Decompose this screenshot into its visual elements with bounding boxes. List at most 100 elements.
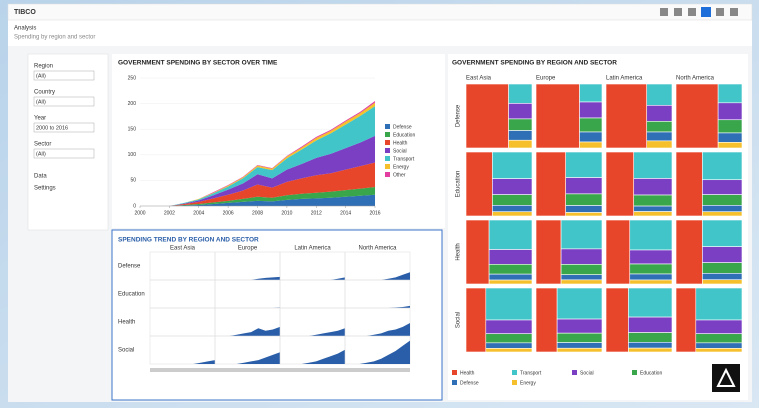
tool-icon[interactable] — [730, 8, 738, 16]
tool-icon[interactable] — [688, 8, 696, 16]
treemap-cell[interactable] — [702, 180, 742, 195]
treemap-cell[interactable] — [536, 288, 557, 352]
treemap-cell[interactable] — [486, 343, 532, 348]
treemap-cell[interactable] — [492, 195, 532, 206]
treemap-cell[interactable] — [630, 274, 672, 280]
treemap-cell[interactable] — [566, 152, 602, 178]
treemap-cell[interactable] — [566, 213, 602, 216]
treemap-cell[interactable] — [509, 119, 532, 131]
tool-icon[interactable] — [674, 8, 682, 16]
treemap-cell[interactable] — [647, 105, 672, 121]
treemap-cell[interactable] — [557, 288, 602, 319]
treemap-cell[interactable] — [580, 118, 602, 132]
treemap-cell[interactable] — [702, 212, 742, 216]
treemap-cell[interactable] — [580, 102, 602, 118]
treemap-cell[interactable] — [606, 84, 647, 148]
treemap-cell[interactable] — [628, 348, 672, 352]
treemap-cell[interactable] — [489, 274, 532, 280]
treemap-cell[interactable] — [696, 348, 742, 352]
treemap-cell[interactable] — [647, 84, 672, 105]
treemap-cell[interactable] — [702, 263, 742, 274]
treemap-cell[interactable] — [466, 220, 489, 284]
treemap-cell[interactable] — [536, 84, 580, 148]
treemap-cell[interactable] — [696, 320, 742, 334]
treemap-cell[interactable] — [557, 348, 602, 352]
tool-icon[interactable] — [660, 8, 668, 16]
treemap-cell[interactable] — [718, 142, 742, 148]
treemap-cell[interactable] — [486, 334, 532, 343]
treemap-cell[interactable] — [509, 84, 532, 103]
treemap-cell[interactable] — [628, 317, 672, 333]
treemap-cell[interactable] — [634, 206, 672, 212]
treemap-cell[interactable] — [536, 220, 561, 284]
treemap-cell[interactable] — [606, 288, 628, 352]
treemap-cell[interactable] — [634, 178, 672, 195]
treemap-cell[interactable] — [676, 288, 696, 352]
treemap-cell[interactable] — [718, 103, 742, 120]
treemap-cell[interactable] — [492, 212, 532, 216]
treemap-cell[interactable] — [561, 275, 602, 280]
treemap-cell[interactable] — [702, 195, 742, 206]
treemap-cell[interactable] — [580, 84, 602, 102]
treemap-cell[interactable] — [509, 131, 532, 141]
treemap-cell[interactable] — [676, 84, 718, 148]
treemap-cell[interactable] — [561, 249, 602, 264]
treemap-cell[interactable] — [486, 348, 532, 352]
treemap-cell[interactable] — [561, 264, 602, 274]
treemap-cell[interactable] — [606, 220, 630, 284]
treemap-cell[interactable] — [466, 288, 486, 352]
treemap-cell[interactable] — [580, 142, 602, 148]
treemap-cell[interactable] — [557, 333, 602, 342]
treemap-cell[interactable] — [557, 343, 602, 349]
treemap-cell[interactable] — [466, 84, 509, 148]
treemap-cell[interactable] — [509, 140, 532, 148]
treemap-cell[interactable] — [676, 220, 702, 284]
treemap-cell[interactable] — [634, 195, 672, 206]
treemap-cell[interactable] — [634, 152, 672, 178]
treemap-cell[interactable] — [489, 250, 532, 265]
treemap-cell[interactable] — [630, 250, 672, 264]
treemap-cell[interactable] — [696, 334, 742, 343]
treemap-cell[interactable] — [676, 152, 702, 216]
treemap-cell[interactable] — [628, 333, 672, 343]
treemap-cell[interactable] — [647, 141, 672, 148]
treemap-cell[interactable] — [509, 103, 532, 119]
treemap-cell[interactable] — [536, 152, 566, 216]
treemap-cell[interactable] — [718, 133, 742, 142]
treemap-cell[interactable] — [606, 152, 634, 216]
treemap-cell[interactable] — [630, 220, 672, 250]
treemap-cell[interactable] — [630, 280, 672, 284]
treemap-cell[interactable] — [489, 280, 532, 284]
treemap-cell[interactable] — [492, 205, 532, 211]
treemap-cell[interactable] — [566, 206, 602, 213]
treemap-cell[interactable] — [628, 342, 672, 348]
treemap-cell[interactable] — [718, 120, 742, 133]
treemap-cell[interactable] — [702, 247, 742, 263]
treemap-cell[interactable] — [557, 319, 602, 333]
treemap-cell[interactable] — [580, 132, 602, 142]
treemap-cell[interactable] — [628, 288, 672, 317]
treemap-cell[interactable] — [696, 343, 742, 348]
treemap-cell[interactable] — [489, 264, 532, 274]
treemap-cell[interactable] — [634, 212, 672, 216]
treemap-cell[interactable] — [718, 84, 742, 103]
treemap-cell[interactable] — [702, 220, 742, 247]
treemap-cell[interactable] — [696, 288, 742, 320]
tool-icon[interactable] — [716, 8, 724, 16]
treemap-cell[interactable] — [702, 273, 742, 279]
nav-item[interactable]: Settings — [34, 186, 56, 192]
treemap-cell[interactable] — [702, 152, 742, 180]
nav-item[interactable]: Data — [34, 174, 47, 180]
treemap-cell[interactable] — [486, 320, 532, 334]
treemap-cell[interactable] — [492, 152, 532, 179]
tool-icon-active[interactable] — [701, 7, 711, 17]
treemap-cell[interactable] — [566, 178, 602, 194]
treemap-cell[interactable] — [630, 264, 672, 274]
treemap-cell[interactable] — [647, 132, 672, 141]
treemap-cell[interactable] — [466, 152, 492, 216]
treemap-cell[interactable] — [492, 179, 532, 195]
treemap-cell[interactable] — [702, 205, 742, 211]
treemap-cell[interactable] — [489, 220, 532, 250]
treemap-cell[interactable] — [702, 280, 742, 284]
treemap-cell[interactable] — [561, 220, 602, 249]
